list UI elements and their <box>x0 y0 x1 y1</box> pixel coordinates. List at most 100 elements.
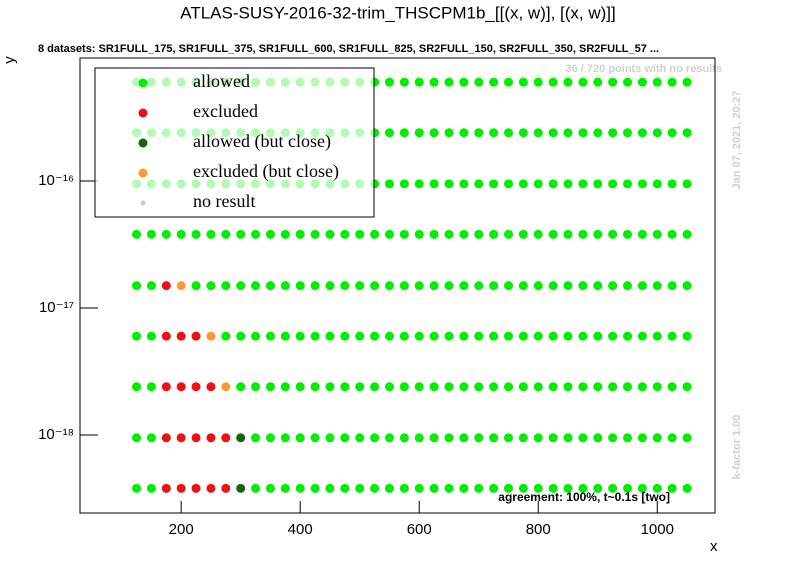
point <box>578 433 588 443</box>
chart-title: ATLAS-SUSY-2016-32-trim_THSCPM1b_[[(x, w… <box>180 3 616 22</box>
point <box>623 382 633 392</box>
point <box>399 179 409 189</box>
point <box>578 331 588 341</box>
point <box>176 229 186 239</box>
point <box>608 179 618 189</box>
point <box>623 433 633 443</box>
point <box>533 331 543 341</box>
y-tick-label: 10⁻¹⁶ <box>38 172 74 189</box>
point <box>176 483 186 493</box>
point <box>444 433 454 443</box>
point <box>682 229 692 239</box>
point <box>637 281 647 291</box>
point <box>295 331 305 341</box>
point <box>206 483 216 493</box>
point <box>236 433 246 443</box>
point <box>191 281 201 291</box>
point <box>503 382 513 392</box>
point <box>667 433 677 443</box>
point <box>384 433 394 443</box>
point <box>563 281 573 291</box>
point <box>489 229 499 239</box>
point <box>667 281 677 291</box>
point <box>533 433 543 443</box>
point <box>518 483 528 493</box>
point <box>548 382 558 392</box>
point <box>623 77 633 87</box>
point <box>518 382 528 392</box>
point <box>221 229 231 239</box>
point <box>623 229 633 239</box>
point <box>132 281 142 291</box>
point <box>474 77 484 87</box>
point <box>623 281 633 291</box>
point <box>280 483 290 493</box>
point <box>682 433 692 443</box>
point <box>221 483 231 493</box>
annotation: agreement: 100%, t~0.1s [two] <box>498 490 670 504</box>
point <box>399 229 409 239</box>
point <box>325 433 335 443</box>
point <box>384 382 394 392</box>
point <box>429 179 439 189</box>
legend-label: excluded <box>193 101 258 121</box>
point <box>578 179 588 189</box>
point <box>280 382 290 392</box>
point <box>355 229 365 239</box>
point <box>176 281 186 291</box>
legend-label: excluded (but close) <box>193 161 339 182</box>
point <box>623 128 633 138</box>
point <box>340 281 350 291</box>
point <box>563 331 573 341</box>
point <box>503 128 513 138</box>
point <box>637 483 647 493</box>
point <box>399 331 409 341</box>
point <box>489 483 499 493</box>
point <box>652 179 662 189</box>
point <box>593 433 603 443</box>
point <box>161 281 171 291</box>
point <box>265 281 275 291</box>
point <box>459 433 469 443</box>
point <box>474 281 484 291</box>
point <box>355 331 365 341</box>
point <box>652 281 662 291</box>
point <box>280 433 290 443</box>
point <box>652 382 662 392</box>
point <box>429 77 439 87</box>
point <box>206 433 216 443</box>
point <box>593 331 603 341</box>
point <box>414 128 424 138</box>
point <box>667 229 677 239</box>
point <box>474 229 484 239</box>
point <box>682 77 692 87</box>
point <box>682 179 692 189</box>
point <box>414 77 424 87</box>
point <box>444 77 454 87</box>
point <box>474 128 484 138</box>
point <box>623 483 633 493</box>
point <box>578 382 588 392</box>
point <box>429 433 439 443</box>
x-axis-label: x <box>710 538 718 555</box>
point <box>608 128 618 138</box>
point <box>533 382 543 392</box>
point <box>593 382 603 392</box>
point <box>474 483 484 493</box>
point <box>563 483 573 493</box>
point <box>652 77 662 87</box>
point <box>637 229 647 239</box>
legend-marker <box>138 138 148 148</box>
point <box>518 229 528 239</box>
point <box>548 229 558 239</box>
point <box>593 229 603 239</box>
point <box>533 483 543 493</box>
annotation: 36 / 720 points with no results <box>566 63 722 75</box>
point <box>503 179 513 189</box>
point <box>132 331 142 341</box>
point <box>682 281 692 291</box>
point <box>310 281 320 291</box>
point <box>652 229 662 239</box>
point <box>161 229 171 239</box>
point <box>548 179 558 189</box>
